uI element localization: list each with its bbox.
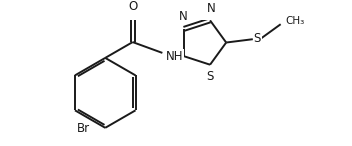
- Text: N: N: [179, 10, 188, 23]
- Text: O: O: [128, 0, 137, 13]
- Text: NH: NH: [166, 50, 183, 63]
- Text: S: S: [206, 70, 214, 83]
- Text: Br: Br: [77, 122, 90, 135]
- Text: N: N: [207, 2, 215, 15]
- Text: CH₃: CH₃: [286, 16, 305, 26]
- Text: S: S: [254, 32, 261, 45]
